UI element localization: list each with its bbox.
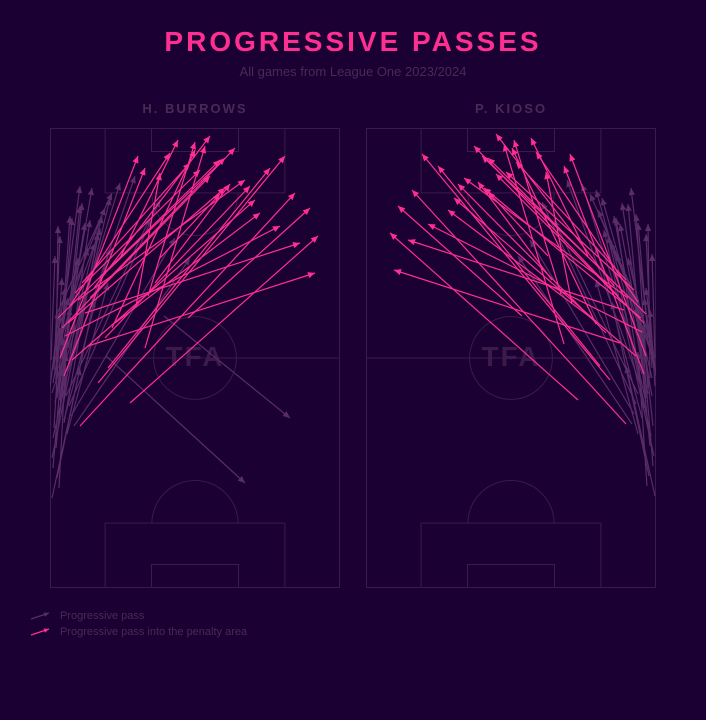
chart-subtitle: All games from League One 2023/2024 (30, 64, 676, 79)
pitch-1: TFA (366, 128, 656, 588)
legend-row-progressive: Progressive pass (30, 610, 676, 622)
legend-arrow-progressive (30, 610, 52, 622)
legend: Progressive pass Progressive pass into t… (30, 610, 676, 642)
player-col-0: H. BURROWS TFA (50, 101, 340, 588)
pitch-row: H. BURROWS TFA P. KIOSO TFA (30, 101, 676, 588)
player-name: P. KIOSO (475, 101, 547, 116)
player-col-1: P. KIOSO TFA (366, 101, 656, 588)
legend-label: Progressive pass into the penalty area (60, 626, 247, 638)
legend-arrow-penalty (30, 626, 52, 638)
chart-title: PROGRESSIVE PASSES (30, 26, 676, 58)
legend-row-penalty: Progressive pass into the penalty area (30, 626, 676, 638)
legend-label: Progressive pass (60, 610, 144, 622)
player-name: H. BURROWS (142, 101, 247, 116)
svg-text:TFA: TFA (482, 341, 541, 372)
pitch-0: TFA (50, 128, 340, 588)
